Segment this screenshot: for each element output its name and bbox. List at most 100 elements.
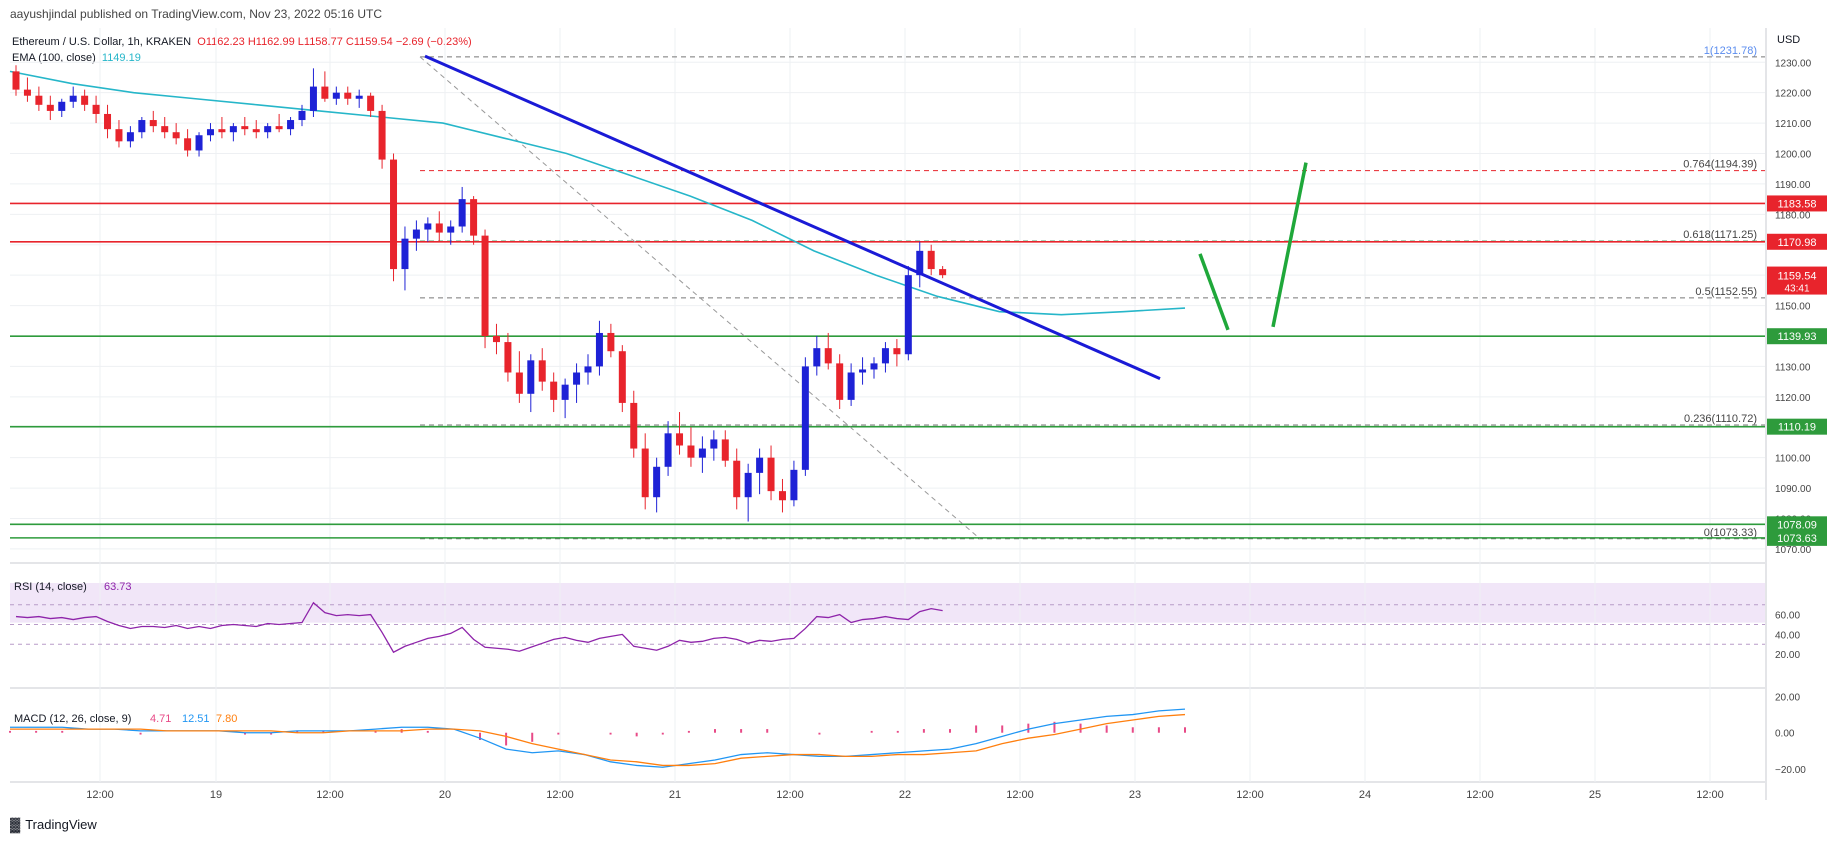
rsi-band bbox=[10, 583, 1765, 623]
price-tick-label: 1090.00 bbox=[1775, 484, 1812, 495]
forecast-pullback-arrow bbox=[1198, 253, 1230, 331]
last-price-tag bbox=[1767, 266, 1827, 295]
price-tick-label: 1190.00 bbox=[1775, 180, 1811, 191]
rsi-tick-label: 20.00 bbox=[1775, 650, 1800, 661]
support-price-tag-label: 1078.09 bbox=[1777, 519, 1817, 531]
bearish-trendline bbox=[424, 54, 1161, 380]
candle-body bbox=[23, 89, 31, 96]
candle-body bbox=[630, 402, 638, 449]
candle-body bbox=[447, 226, 455, 233]
candle-body bbox=[355, 95, 363, 99]
candle-body bbox=[470, 199, 478, 236]
candle-body bbox=[481, 235, 489, 336]
ema-value: 1149.19 bbox=[101, 52, 141, 64]
candle-body bbox=[607, 332, 615, 352]
rsi-tick-label: 60.00 bbox=[1775, 611, 1800, 622]
ohlc-values: O1162.23 H1162.99 L1158.77 C1159.54 −2.6… bbox=[197, 36, 472, 48]
candle-body bbox=[504, 342, 512, 373]
candle-body bbox=[390, 159, 398, 270]
ema-legend[interactable]: EMA (100, close) 1149.19 bbox=[12, 52, 141, 64]
candle-body bbox=[81, 95, 89, 105]
macd-legend-label: MACD (12, 26, close, 9) bbox=[14, 713, 131, 725]
time-tick-label: 22 bbox=[899, 789, 911, 801]
candle-body bbox=[653, 466, 661, 498]
time-tick-label: 23 bbox=[1129, 789, 1141, 801]
candle-body bbox=[721, 439, 729, 461]
symbol-title: Ethereum / U.S. Dollar, 1h, KRAKEN bbox=[12, 36, 192, 48]
candle-body bbox=[939, 269, 947, 276]
candle-body bbox=[744, 472, 752, 498]
forecast-rally-arrow bbox=[1271, 162, 1308, 328]
time-tick-label: 12:00 bbox=[1236, 789, 1264, 801]
fib-level-label: 1(1231.78) bbox=[1704, 45, 1757, 57]
time-tick-label: 12:00 bbox=[1696, 789, 1724, 801]
price-tick-label: 1200.00 bbox=[1775, 150, 1812, 161]
candle-body bbox=[92, 104, 100, 114]
candle-body bbox=[927, 250, 935, 270]
resistance-price-tag-label: 1183.58 bbox=[1778, 198, 1817, 210]
candle-body bbox=[275, 126, 283, 130]
candle-body bbox=[573, 372, 581, 385]
fib-diagonal-line bbox=[419, 56, 981, 540]
candle-body bbox=[58, 101, 66, 111]
time-tick-label: 12:00 bbox=[316, 789, 344, 801]
support-price-tag bbox=[1767, 328, 1827, 345]
time-tick-label: 12:00 bbox=[1006, 789, 1034, 801]
candle-body bbox=[126, 132, 134, 142]
candle-body bbox=[687, 445, 695, 458]
support-price-tag-label: 1139.93 bbox=[1778, 331, 1817, 343]
last-price-countdown: 43:41 bbox=[1784, 284, 1809, 295]
candle-body bbox=[401, 238, 409, 270]
candle-body bbox=[801, 366, 809, 470]
candle-body bbox=[767, 457, 775, 492]
candle-body bbox=[115, 129, 123, 142]
candle-body bbox=[698, 448, 706, 458]
candle-body bbox=[813, 348, 821, 367]
tradingview-logo-icon: ▓ bbox=[10, 816, 20, 832]
support-price-tag-label: 1110.19 bbox=[1778, 422, 1816, 434]
candle-body bbox=[492, 336, 500, 343]
candle-body bbox=[435, 223, 443, 233]
support-price-tag bbox=[1767, 516, 1827, 533]
ema-label: EMA (100, close) bbox=[12, 52, 96, 64]
candle-body bbox=[332, 92, 340, 99]
time-tick-label: 21 bbox=[669, 789, 681, 801]
candle-body bbox=[218, 129, 226, 133]
candle-body bbox=[515, 372, 523, 394]
candle-body bbox=[172, 132, 180, 139]
time-tick-label: 24 bbox=[1359, 789, 1371, 801]
macd-signal-line bbox=[10, 713, 1186, 767]
price-tick-label: 1070.00 bbox=[1775, 545, 1812, 556]
time-tick-label: 12:00 bbox=[776, 789, 804, 801]
candle-body bbox=[241, 126, 249, 130]
price-tick-label: 1180.00 bbox=[1775, 210, 1811, 221]
rsi-legend-label: RSI (14, close) bbox=[14, 581, 87, 593]
resistance-price-tag bbox=[1767, 233, 1827, 250]
rsi-legend-value: 63.73 bbox=[104, 581, 132, 593]
candle-body bbox=[378, 110, 386, 160]
price-tick-label: 1100.00 bbox=[1775, 454, 1811, 465]
candle-body bbox=[46, 104, 54, 111]
candle-body bbox=[836, 363, 844, 400]
support-price-tag-label: 1073.63 bbox=[1777, 533, 1817, 545]
symbol-legend[interactable]: Ethereum / U.S. Dollar, 1h, KRAKEN O1162… bbox=[12, 36, 472, 48]
fib-level-label: 0.5(1152.55) bbox=[1695, 286, 1757, 298]
candle-body bbox=[527, 360, 535, 394]
candle-body bbox=[756, 457, 764, 473]
candle-body bbox=[710, 439, 718, 449]
candle-body bbox=[916, 250, 924, 276]
candle-body bbox=[893, 348, 901, 355]
ema-line bbox=[9, 70, 1186, 316]
price-tick-label: 1130.00 bbox=[1775, 362, 1811, 373]
candle-body bbox=[733, 460, 741, 498]
fib-level-label: 0.764(1194.39) bbox=[1683, 159, 1757, 171]
candle-body bbox=[298, 110, 306, 121]
candle-body bbox=[538, 360, 546, 382]
time-tick-label: 20 bbox=[439, 789, 451, 801]
price-tick-label: 1120.00 bbox=[1775, 393, 1811, 404]
candle-body bbox=[367, 95, 375, 111]
candle-body bbox=[424, 223, 432, 230]
resistance-price-tag bbox=[1767, 195, 1827, 212]
candle-body bbox=[309, 86, 317, 111]
